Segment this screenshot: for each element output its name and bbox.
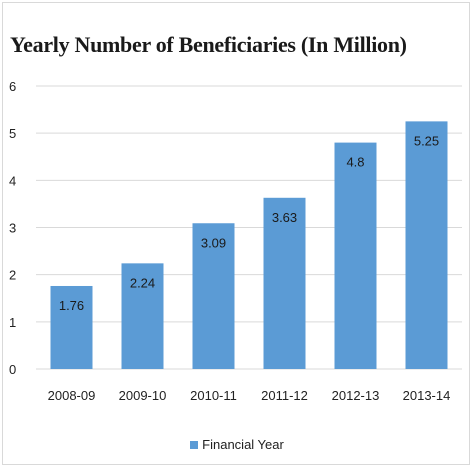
bar — [192, 223, 235, 369]
x-tick-label: 2009-10 — [119, 388, 167, 403]
bar — [121, 263, 164, 369]
y-tick-label: 1 — [9, 315, 16, 330]
chart-frame — [2, 2, 470, 465]
y-tick-label: 5 — [9, 126, 16, 141]
chart-title: Yearly Number of Beneficiaries (In Milli… — [10, 32, 407, 57]
data-label: 4.8 — [346, 155, 364, 170]
bar — [405, 121, 448, 369]
x-tick-label: 2012-13 — [332, 388, 380, 403]
x-tick-label: 2010-11 — [190, 388, 237, 403]
x-tick-label: 2011-12 — [261, 388, 308, 403]
data-label: 2.24 — [130, 275, 155, 290]
y-tick-label: 0 — [9, 362, 16, 377]
y-tick-label: 3 — [9, 221, 16, 236]
y-tick-label: 6 — [9, 79, 16, 94]
data-label: 1.76 — [59, 298, 84, 313]
bar — [334, 142, 377, 369]
data-label: 5.25 — [414, 133, 439, 148]
bar — [263, 197, 306, 369]
legend-swatch — [190, 440, 199, 449]
y-tick-label: 4 — [9, 173, 16, 188]
chart-legend: Financial Year — [0, 437, 474, 452]
data-label: 3.63 — [272, 210, 297, 225]
bar — [50, 285, 93, 369]
x-tick-label: 2013-14 — [403, 388, 451, 403]
y-tick-label: 2 — [9, 268, 16, 283]
x-tick-label: 2008-09 — [48, 388, 96, 403]
data-label: 3.09 — [201, 235, 226, 250]
legend-label: Financial Year — [202, 437, 284, 452]
